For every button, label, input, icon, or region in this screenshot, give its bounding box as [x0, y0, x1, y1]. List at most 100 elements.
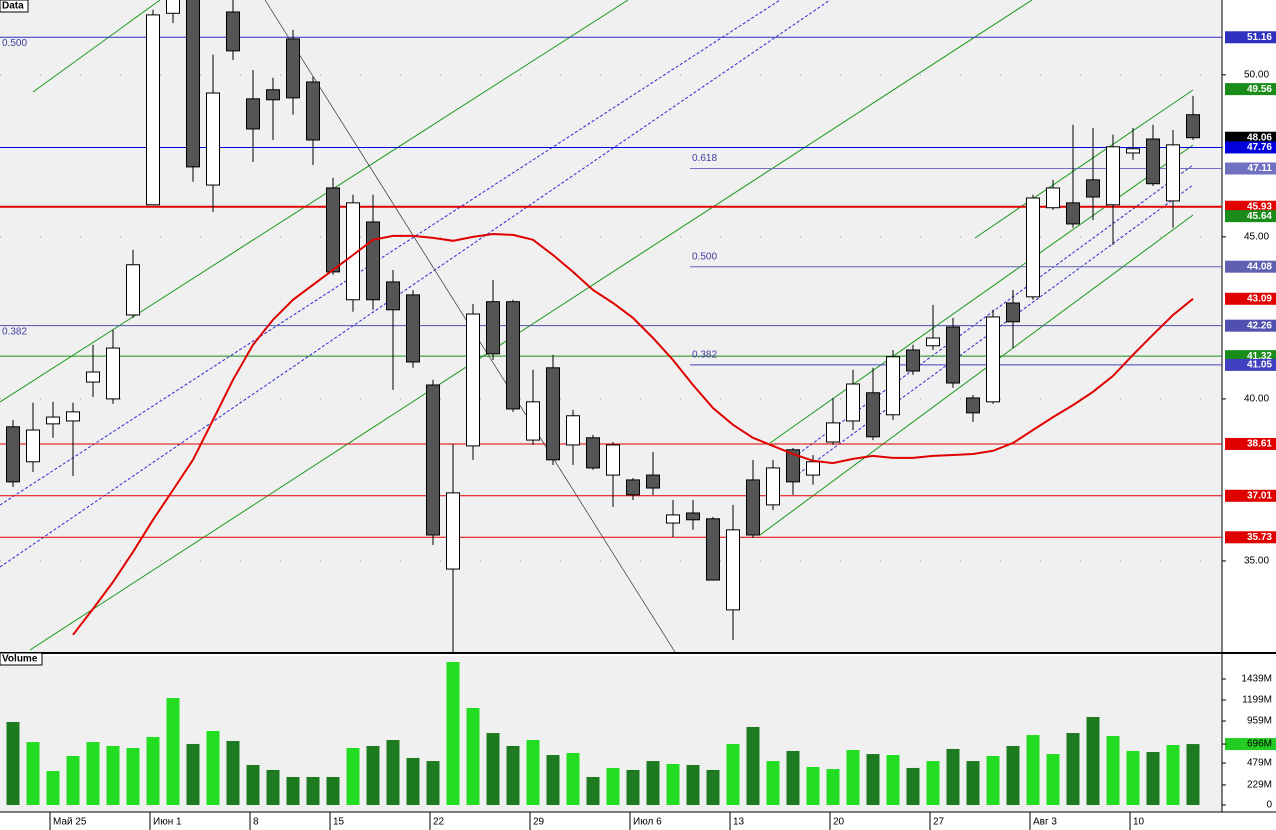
- trendline: [769, 144, 1194, 444]
- y-tick-label: 479M: [1247, 758, 1272, 769]
- volume-bar: [46, 771, 60, 805]
- y-tick-label: 696M: [1247, 739, 1272, 750]
- level-label: 47.76: [1247, 142, 1272, 153]
- y-tick-label: 45.00: [1244, 232, 1269, 243]
- candle-body: [406, 294, 420, 363]
- x-tick-label: 10: [1133, 817, 1145, 828]
- volume-bar: [906, 767, 920, 805]
- pane-title-box: [0, 0, 29, 13]
- volume-bar: [346, 747, 360, 805]
- candle-body: [926, 337, 940, 347]
- candle-body: [826, 422, 840, 443]
- fib-label: 0.382: [692, 350, 717, 361]
- x-tick-label: Июн 1: [153, 817, 182, 828]
- candle-body: [526, 401, 540, 441]
- y-tick-label: 0: [1266, 800, 1272, 811]
- candle-body: [1146, 138, 1160, 185]
- volume-bar: [1006, 745, 1020, 805]
- candle-body: [1106, 146, 1120, 206]
- candle-body: [726, 529, 740, 611]
- trendlines: [0, 0, 1194, 652]
- candle-body: [806, 461, 820, 476]
- volume-bar: [686, 764, 700, 805]
- candle-body: [966, 397, 980, 414]
- candle-body: [386, 281, 400, 311]
- level-box: [1225, 437, 1276, 450]
- trendline: [29, 0, 1033, 651]
- candle-body: [286, 38, 300, 99]
- volume-bar: [886, 754, 900, 805]
- candle-body: [906, 349, 920, 372]
- candle-body: [1086, 179, 1100, 198]
- volume-bar: [966, 761, 980, 805]
- candle-body: [646, 474, 660, 489]
- x-tick-label: 29: [533, 817, 545, 828]
- candle-body: [426, 384, 440, 536]
- candle-body: [206, 92, 220, 186]
- y-tick-label: 40.00: [1244, 394, 1269, 405]
- fib-label: 0.618: [692, 153, 717, 164]
- volume-bar: [106, 745, 120, 805]
- candle-body: [246, 98, 260, 130]
- level-label: 43.09: [1247, 293, 1272, 304]
- volume-bar: [626, 769, 640, 805]
- volume-bar: [26, 742, 40, 805]
- volume-bar: [526, 740, 540, 805]
- volume-bar: [1086, 716, 1100, 805]
- volume-bar: [726, 743, 740, 805]
- volume-bar: [306, 776, 320, 805]
- level-box: [1225, 260, 1276, 273]
- x-tick-label: 20: [833, 817, 845, 828]
- candle-body: [66, 411, 80, 422]
- fib-label: 0.382: [2, 326, 27, 337]
- candle-body: [1186, 114, 1200, 139]
- pane-title: Data: [2, 1, 24, 12]
- y-tick-highlight: [1225, 738, 1276, 751]
- volume-bar: [746, 726, 760, 805]
- level-box: [1225, 131, 1276, 144]
- volume-bar: [546, 754, 560, 805]
- volume-bar: [126, 747, 140, 805]
- volume-bar: [386, 740, 400, 805]
- volume-bar: [206, 731, 220, 805]
- volume-bar: [786, 750, 800, 805]
- level-label: 45.64: [1247, 211, 1272, 222]
- volume-bar: [1126, 750, 1140, 805]
- volume-bar: [446, 662, 460, 805]
- level-box: [1225, 358, 1276, 371]
- candle-body: [626, 479, 640, 496]
- volume-bar: [226, 740, 240, 805]
- level-label: 38.61: [1247, 439, 1272, 450]
- volume-bar: [586, 776, 600, 805]
- price-marks: [0, 0, 1222, 652]
- level-box: [1225, 31, 1276, 44]
- level-box: [1225, 489, 1276, 502]
- x-tick-label: 8: [253, 817, 259, 828]
- volume-bar: [506, 745, 520, 805]
- x-tick-label: 27: [933, 817, 945, 828]
- volume-marks: [6, 662, 1200, 805]
- level-label: 41.05: [1247, 360, 1272, 371]
- volume-bar: [1166, 745, 1180, 805]
- moving-average: [72, 232, 1194, 636]
- volume-bar: [326, 776, 340, 805]
- volume-bar: [486, 733, 500, 805]
- level-label: 45.93: [1247, 201, 1272, 212]
- candle-body: [26, 429, 40, 463]
- trendline: [0, 0, 629, 403]
- candle-body: [46, 416, 60, 425]
- x-tick-label: Май 25: [53, 817, 87, 828]
- candle-body: [946, 326, 960, 384]
- y-tick-label: 1439M: [1241, 674, 1272, 685]
- candle-body: [486, 301, 500, 355]
- level-label: 47.11: [1248, 163, 1273, 174]
- candle-body: [86, 371, 100, 383]
- x-tick-label: 15: [333, 817, 345, 828]
- candle-body: [786, 449, 800, 483]
- axis-area: [1222, 0, 1276, 812]
- level-label: 49.56: [1247, 84, 1272, 95]
- volume-bar: [1146, 752, 1160, 805]
- candle-body: [666, 514, 680, 524]
- candle-body: [1006, 302, 1020, 323]
- volume-bar: [1066, 733, 1080, 805]
